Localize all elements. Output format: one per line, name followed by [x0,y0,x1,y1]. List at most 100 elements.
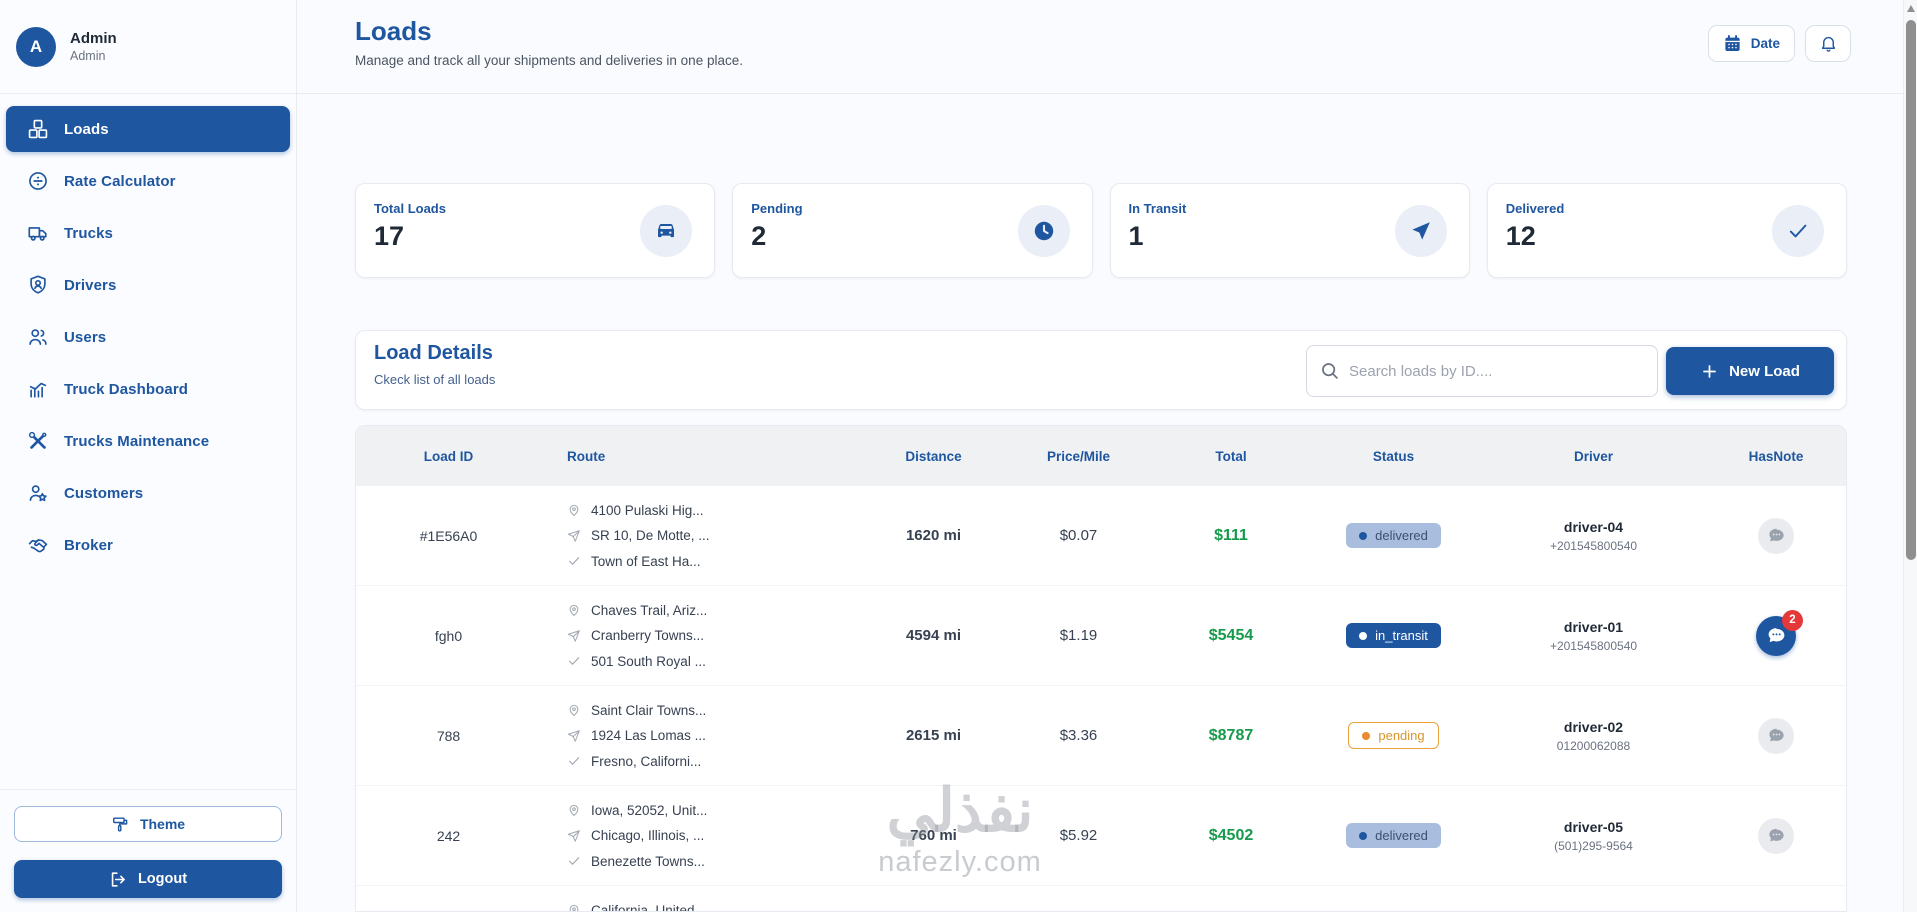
sidebar-item-label: Trucks Maintenance [64,432,210,450]
route-line: Chicago, Illinois, ... [567,828,866,843]
shield-user-icon [27,274,49,296]
column-header-driver: Driver [1573,448,1614,464]
chat-icon [1767,726,1786,745]
sidebar: A Admin Admin Loads Rate Calculator Trucks… [0,0,297,912]
scrollbar-thumb[interactable] [1906,20,1916,560]
route-text: California, United... [591,902,706,912]
date-label: Date [1750,36,1780,51]
load-id: 242 [436,827,461,844]
calendar-icon [1723,34,1742,53]
page-subtitle: Manage and track all your shipments and … [355,53,743,68]
status-text: delivered [1375,528,1428,543]
theme-button[interactable]: Theme [14,806,282,842]
chart-icon [27,378,49,400]
page-scrollbar[interactable] [1903,0,1917,912]
note-button[interactable]: 2 [1756,609,1803,656]
status-dot [1359,531,1368,540]
route-line: California, United... [567,902,866,912]
route-cell: Chaves Trail, Ariz... Cranberry Towns... 5… [541,603,866,669]
route-cell: California, United... [541,902,866,912]
route-line: 501 South Royal ... [567,654,866,669]
check-small-icon [567,654,581,668]
note-button[interactable] [1758,817,1794,854]
stat-value: 1 [1128,221,1144,251]
price-per-mile: $1.19 [1059,627,1098,644]
price-per-mile: $5.92 [1059,827,1098,844]
logout-button[interactable]: Logout [14,860,282,898]
user-name: Admin [70,30,117,47]
driver-phone: (501)295-9564 [1554,838,1633,853]
notifications-button[interactable] [1805,25,1851,62]
route-text: Chaves Trail, Ariz... [591,602,708,618]
table-row[interactable]: fgh0 Chaves Trail, Ariz... Cranberry Towns… [356,586,1846,686]
table-body: #1E56A0 4100 Pulaski Hig... SR 10, De Mott… [356,486,1846,912]
note-button[interactable] [1758,517,1794,554]
stat-label: Pending [751,201,803,216]
date-button[interactable]: Date [1707,25,1795,62]
route-text: SR 10, De Motte, ... [591,528,710,543]
stats-row: Total Loads 17 Pending 2 In Transit 1 Delivere… [355,183,1847,278]
sidebar-item-customers[interactable]: Customers [6,470,290,516]
column-header-status: Status [1372,448,1415,464]
distance: 2615 mi [905,727,962,744]
navigation-filled-icon [1394,204,1447,257]
status-cell: in_transit [1306,623,1481,648]
status-cell: delivered [1306,823,1481,848]
sidebar-item-label: Trucks [64,224,113,242]
status-badge: in_transit [1346,623,1441,648]
plus-icon [1700,362,1719,381]
driver-cell: driver-02 01200062088 [1481,719,1706,753]
chat-icon [1767,526,1786,545]
load-details-card: Load Details Ckeck list of all loads New… [355,330,1847,410]
table-row[interactable]: 242 Iowa, 52052, Unit... Chicago, Illinois… [356,786,1846,886]
table-row[interactable]: California, United... [356,886,1846,912]
sidebar-item-label: Users [64,328,107,346]
status-badge: delivered [1346,523,1441,548]
status-dot [1359,831,1368,840]
sidebar-item-drivers[interactable]: Drivers [6,262,290,308]
sidebar-item-label: Drivers [64,276,117,294]
sidebar-item-rate-calculator[interactable]: Rate Calculator [6,158,290,204]
sidebar-item-broker[interactable]: Broker [6,522,290,568]
stat-card-total-loads: Total Loads 17 [355,183,716,278]
sidebar-item-trucks[interactable]: Trucks [6,210,290,256]
scrollbar-up-arrow[interactable] [1907,5,1915,12]
search-input[interactable] [1306,345,1658,397]
status-text: pending [1378,728,1425,743]
table-header-row: Load ID Route Distance Price/Mile Total Statu… [356,426,1846,486]
sidebar-item-trucks-maintenance[interactable]: Trucks Maintenance [6,418,290,464]
theme-label: Theme [139,816,186,832]
page-title: Loads [355,16,432,46]
route-text: Saint Clair Towns... [591,702,707,718]
route-text: Town of East Ha... [591,553,701,569]
table-row[interactable]: 788 Saint Clair Towns... 1924 Las Lomas ..… [356,686,1846,786]
sidebar-item-loads[interactable]: Loads [6,106,290,152]
column-header-distance: Distance [905,448,962,464]
column-header-load-id: Load ID [423,448,474,464]
note-button[interactable] [1758,717,1794,754]
sidebar-bottom: Theme Logout [0,789,296,912]
sidebar-item-truck-dashboard[interactable]: Truck Dashboard [6,366,290,412]
stat-label: In Transit [1128,201,1187,216]
driver-phone: +201545800540 [1549,638,1638,653]
check-small-icon [567,554,581,568]
column-header-price-mile: Price/Mile [1046,448,1111,464]
new-load-button[interactable]: New Load [1666,347,1834,395]
status-cell: delivered [1306,523,1481,548]
note-cell [1706,517,1846,554]
route-text: 1924 Las Lomas ... [591,728,706,743]
pin-icon [567,703,581,717]
route-text: 501 South Royal ... [591,653,706,669]
driver-cell: driver-01 +201545800540 [1481,619,1706,653]
load-details-subtitle: Ckeck list of all loads [374,372,496,387]
note-count-badge: 2 [1782,609,1803,631]
price-per-mile: $0.07 [1059,527,1098,544]
column-header-total: Total [1215,448,1247,464]
sidebar-item-users[interactable]: Users [6,314,290,360]
driver-phone: +201545800540 [1549,538,1638,553]
route-text: 4100 Pulaski Hig... [591,502,704,518]
user-block: A Admin Admin [0,0,296,94]
pin-icon [567,803,581,817]
table-row[interactable]: #1E56A0 4100 Pulaski Hig... SR 10, De Mott… [356,486,1846,586]
page-header: Loads Manage and track all your shipment… [297,0,1917,94]
